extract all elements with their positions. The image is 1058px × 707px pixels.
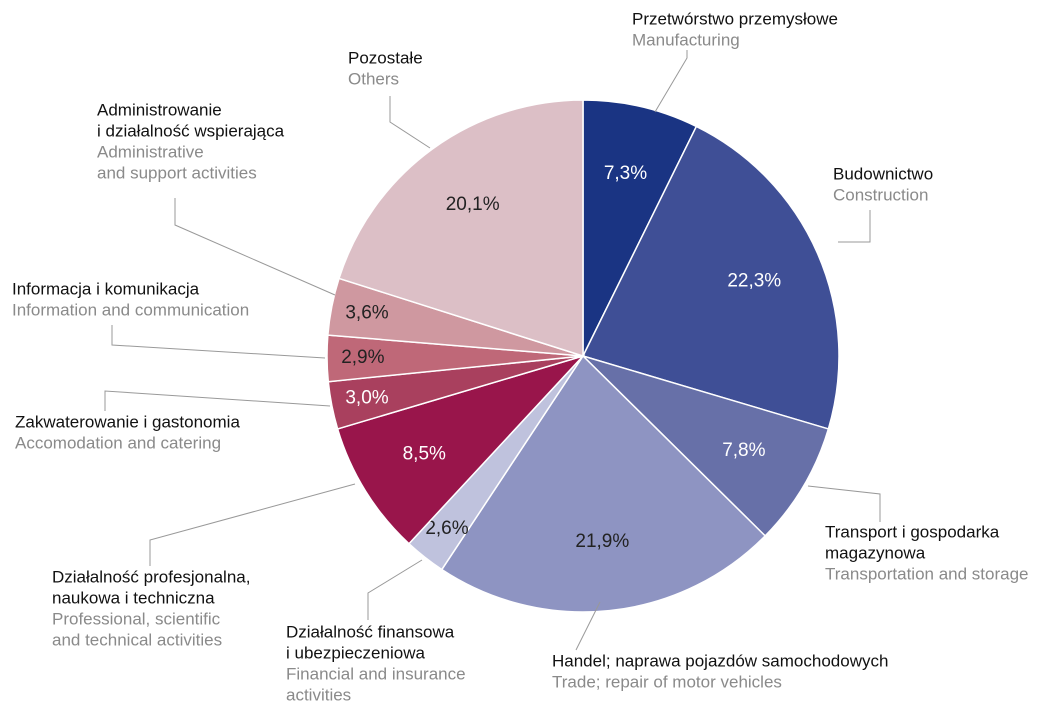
pie-slice: [338, 99, 584, 358]
category-label: Działalność finansowa: [286, 622, 455, 641]
category-label-en: Administrative: [97, 142, 204, 161]
leader-line: [389, 96, 431, 149]
category-label: Informacja i komunikacja: [12, 279, 200, 298]
category-label: Zakwaterowanie i gastonomia: [15, 412, 240, 431]
value-label: 22,3%: [727, 270, 781, 291]
category-label-en: Transportation and storage: [825, 564, 1029, 583]
value-label: 2,9%: [341, 347, 384, 368]
value-label: 7,8%: [722, 440, 765, 461]
leader-line: [111, 325, 326, 359]
leader-line: [367, 559, 423, 620]
pie-slice: [336, 354, 586, 545]
value-label: 7,3%: [604, 163, 647, 184]
leader-line: [174, 198, 336, 296]
leader-line: [654, 50, 688, 113]
category-label-en: Manufacturing: [632, 30, 740, 49]
leader-line: [807, 485, 881, 522]
category-label-en: Others: [348, 69, 399, 88]
pie-slice: [440, 354, 767, 613]
leader-line: [838, 210, 871, 243]
pie-slice: [581, 125, 840, 430]
category-label: naukowa i techniczna: [52, 588, 215, 607]
value-label: 2,6%: [425, 518, 468, 539]
category-label: Działalność profesjonalna,: [52, 567, 250, 586]
category-label: Transport i gospodarka: [825, 522, 1000, 541]
value-label: 21,9%: [575, 531, 629, 552]
leader-line: [575, 601, 601, 651]
category-label: i ubezpieczeniowa: [286, 643, 425, 662]
pie-slice: [582, 99, 698, 357]
value-label: 8,5%: [403, 444, 446, 465]
category-label-en: Trade; repair of motor vehicles: [552, 672, 782, 691]
category-label-en: Accomodation and catering: [15, 433, 221, 452]
category-label: i działalność wspierająca: [97, 121, 285, 140]
category-label-en: and technical activities: [52, 630, 222, 649]
category-label: Handel; naprawa pojazdów samochodowych: [552, 651, 888, 670]
value-label: 3,6%: [345, 302, 388, 323]
category-label: Pozostałe: [348, 48, 423, 67]
value-label: 20,1%: [446, 194, 500, 215]
category-label-en: Professional, scientific: [52, 609, 221, 628]
category-label: Przetwórstwo przemysłowe: [632, 9, 838, 28]
category-label-en: Construction: [833, 185, 928, 204]
category-label-en: Information and communication: [12, 300, 249, 319]
value-label: 3,0%: [345, 388, 388, 409]
category-label: Administrowanie: [97, 100, 222, 119]
pie-slice: [582, 355, 830, 537]
category-label-en: activities: [286, 685, 351, 704]
category-label: magazynowa: [825, 543, 926, 562]
category-label: Budownictwo: [833, 164, 933, 183]
leader-line: [104, 390, 331, 411]
category-label-en: Financial and insurance: [286, 664, 466, 683]
category-label-en: and support activities: [97, 163, 257, 182]
leader-line: [149, 483, 356, 566]
